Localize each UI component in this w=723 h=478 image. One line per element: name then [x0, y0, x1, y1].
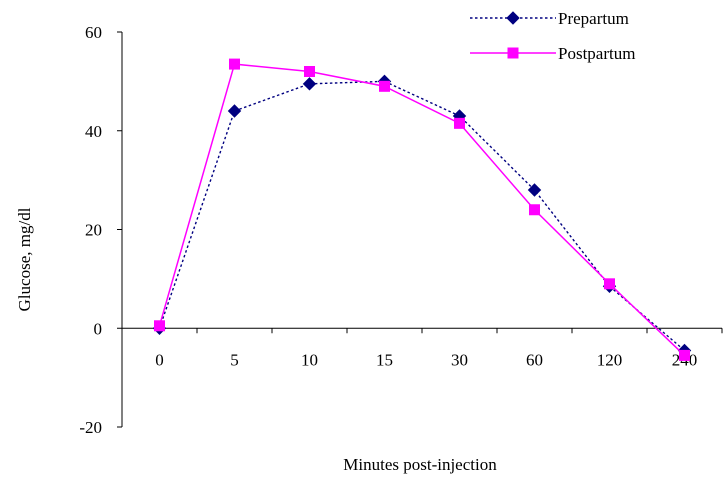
x-tick-label: 10 — [301, 350, 318, 369]
series-layer — [152, 58, 692, 361]
data-point-postpartum — [229, 58, 240, 70]
y-tick-label: -20 — [79, 418, 102, 437]
x-tick-label: 5 — [230, 350, 239, 369]
y-tick-label: 60 — [85, 23, 102, 42]
data-point-postpartum — [679, 349, 690, 361]
data-point-prepartum — [302, 77, 317, 91]
x-tick-label: 0 — [155, 350, 164, 369]
data-point-postpartum — [379, 80, 390, 92]
data-point-postpartum — [454, 117, 465, 129]
x-tick-label: 120 — [597, 350, 623, 369]
data-point-prepartum — [227, 104, 242, 118]
series-line-postpartum — [158, 63, 686, 356]
series-line-prepartum — [158, 80, 685, 352]
legend-label-postpartum: Postpartum — [558, 44, 635, 63]
data-point-prepartum — [527, 183, 542, 197]
y-tick-label: 0 — [94, 319, 103, 338]
legend-item-postpartum: Postpartum — [470, 44, 635, 63]
data-point-postpartum — [604, 278, 615, 290]
legend-label-prepartum: Prepartum — [558, 9, 629, 28]
legend-marker-prepartum — [506, 11, 520, 25]
x-tick-label: 60 — [526, 350, 543, 369]
y-axis-title: Glucose, mg/dl — [15, 207, 34, 311]
x-tick-label: 30 — [451, 350, 468, 369]
data-point-postpartum — [529, 204, 540, 216]
data-point-postpartum — [154, 320, 165, 332]
legend: Prepartum Postpartum — [470, 9, 635, 63]
legend-item-prepartum: Prepartum — [470, 9, 629, 28]
data-point-postpartum — [304, 66, 315, 77]
y-tick-label: 40 — [85, 122, 102, 141]
x-axis-title: Minutes post-injection — [343, 455, 497, 474]
x-tick-label: 15 — [376, 350, 393, 369]
y-tick-label: 20 — [85, 221, 102, 240]
y-axis-ticks: -20 0 20 40 60 — [79, 23, 122, 437]
legend-marker-postpartum — [507, 47, 519, 59]
x-axis-ticks: 0510153060120240 — [121, 328, 723, 369]
